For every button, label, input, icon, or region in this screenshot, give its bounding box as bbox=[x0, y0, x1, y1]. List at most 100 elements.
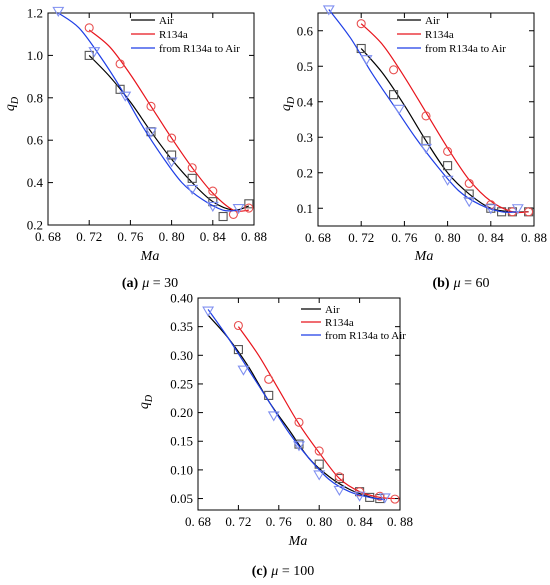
y-tick-label: 0.35 bbox=[170, 319, 193, 334]
series-line-transition bbox=[207, 309, 385, 501]
data-point-transition bbox=[463, 197, 476, 208]
x-tick-label: 0. 80 bbox=[435, 230, 461, 245]
y-tick-label: 0.05 bbox=[170, 491, 193, 506]
series-line-r134a bbox=[88, 29, 249, 213]
caption-value: = 30 bbox=[149, 276, 178, 291]
y-tick-label: 0.20 bbox=[170, 405, 193, 420]
legend-label-r134a: R134a bbox=[425, 29, 454, 41]
data-point-r134a bbox=[264, 374, 274, 384]
caption-symbol: μ bbox=[453, 276, 461, 291]
x-tick-label: 0. 72 bbox=[225, 514, 251, 529]
data-point-r134a bbox=[84, 23, 94, 33]
data-point-r134a bbox=[294, 417, 304, 427]
panel-caption: (b) μ = 60 bbox=[432, 276, 489, 291]
y-tick-label: 0.1 bbox=[297, 201, 313, 216]
data-point-r134a bbox=[524, 207, 534, 217]
x-tick-label: 0. 76 bbox=[117, 229, 144, 244]
data-point-transition bbox=[420, 143, 432, 154]
y-tick-label: 0.6 bbox=[297, 23, 314, 38]
data-point-transition bbox=[119, 91, 132, 102]
y-axis-title-symbol: q bbox=[3, 104, 18, 111]
data-point-r134a bbox=[390, 494, 400, 504]
data-point-transition bbox=[52, 6, 65, 17]
legend-label-transition: from R134a to Air bbox=[425, 43, 506, 55]
caption-value: = 100 bbox=[278, 564, 314, 579]
caption-symbol: μ bbox=[141, 276, 149, 291]
data-point-transition bbox=[333, 485, 346, 497]
series-line-r134a bbox=[237, 326, 395, 500]
data-point-r134a bbox=[389, 65, 399, 75]
series-line-air bbox=[360, 48, 529, 213]
y-axis-title-subscript: D bbox=[286, 96, 297, 105]
data-point-air bbox=[264, 390, 274, 400]
y-axis-title: qD bbox=[137, 394, 155, 409]
data-point-r134a bbox=[208, 186, 218, 196]
x-axis-title: Ma bbox=[288, 534, 308, 549]
x-axis-title: Ma bbox=[414, 249, 434, 264]
x-tick-label: 0. 88 bbox=[387, 514, 413, 529]
data-point-air bbox=[115, 84, 125, 94]
data-point-air bbox=[187, 173, 197, 183]
data-point-air bbox=[365, 492, 375, 502]
data-point-air bbox=[314, 459, 324, 469]
x-tick-label: 0. 80 bbox=[306, 514, 332, 529]
data-point-r134a bbox=[244, 203, 254, 213]
y-axis-title: qD bbox=[279, 96, 297, 111]
x-tick-label: 0. 80 bbox=[159, 229, 185, 244]
x-tick-label: 0. 72 bbox=[348, 230, 374, 245]
data-point-air bbox=[244, 199, 254, 209]
x-tick-label: 0. 84 bbox=[478, 230, 505, 245]
data-point-transition bbox=[353, 491, 366, 502]
x-tick-label: 0. 68 bbox=[185, 514, 211, 529]
y-axis-title-subscript: D bbox=[144, 394, 155, 403]
data-point-transition bbox=[145, 127, 157, 138]
data-point-r134a bbox=[375, 491, 385, 501]
series-line-transition bbox=[57, 12, 239, 212]
data-point-air bbox=[389, 90, 399, 100]
data-point-transition bbox=[88, 47, 101, 58]
legend-label-r134a: R134a bbox=[325, 317, 354, 329]
series-line-air bbox=[207, 314, 385, 501]
chart-panel-b: 0. 68 0. 72 0. 76 0. 80 0. 84 0. 88 0.1 0.2 0.3 0… bbox=[279, 5, 547, 291]
data-point-air bbox=[443, 161, 453, 171]
caption-letter: (b) bbox=[432, 276, 449, 291]
data-point-transition bbox=[202, 306, 215, 317]
data-point-transition bbox=[232, 203, 245, 215]
data-point-r134a bbox=[314, 446, 324, 456]
data-point-r134a bbox=[167, 133, 177, 143]
x-tick-label: 0. 68 bbox=[35, 229, 61, 244]
legend-label-air: Air bbox=[159, 15, 174, 27]
y-tick-label: 0.2 bbox=[27, 218, 43, 233]
data-point-transition bbox=[293, 441, 305, 452]
legend-label-r134a: R134a bbox=[159, 29, 188, 41]
data-point-transition bbox=[511, 204, 524, 215]
data-point-transition bbox=[360, 55, 373, 66]
caption-symbol: μ bbox=[270, 564, 278, 579]
legend-label-transition: from R134a to Air bbox=[159, 43, 240, 55]
y-axis-title-symbol: q bbox=[137, 402, 152, 409]
data-point-transition bbox=[441, 175, 454, 186]
caption-value: = 60 bbox=[461, 276, 490, 291]
y-tick-label: 1.2 bbox=[27, 6, 43, 21]
data-point-r134a bbox=[334, 472, 344, 482]
data-point-transition bbox=[186, 184, 199, 196]
x-tick-label: 0. 88 bbox=[241, 229, 267, 244]
x-tick-label: 0. 76 bbox=[391, 230, 418, 245]
data-point-air bbox=[218, 211, 228, 222]
y-axis-title: qD bbox=[3, 96, 21, 111]
data-point-r134a bbox=[187, 163, 197, 173]
x-tick-label: 0. 84 bbox=[200, 229, 227, 244]
plot-frame bbox=[317, 12, 535, 227]
caption-letter: (a) bbox=[122, 276, 139, 291]
panel-caption: (c) μ = 100 bbox=[252, 564, 314, 579]
legend-label-air: Air bbox=[325, 304, 340, 316]
data-point-transition bbox=[484, 204, 497, 215]
y-tick-label: 0.2 bbox=[297, 165, 313, 180]
data-point-transition bbox=[237, 365, 250, 376]
data-point-r134a bbox=[421, 111, 431, 121]
y-tick-label: 0.3 bbox=[297, 130, 313, 145]
plot-frame bbox=[197, 297, 401, 511]
data-point-r134a bbox=[356, 19, 366, 29]
y-tick-label: 0.15 bbox=[170, 434, 193, 449]
